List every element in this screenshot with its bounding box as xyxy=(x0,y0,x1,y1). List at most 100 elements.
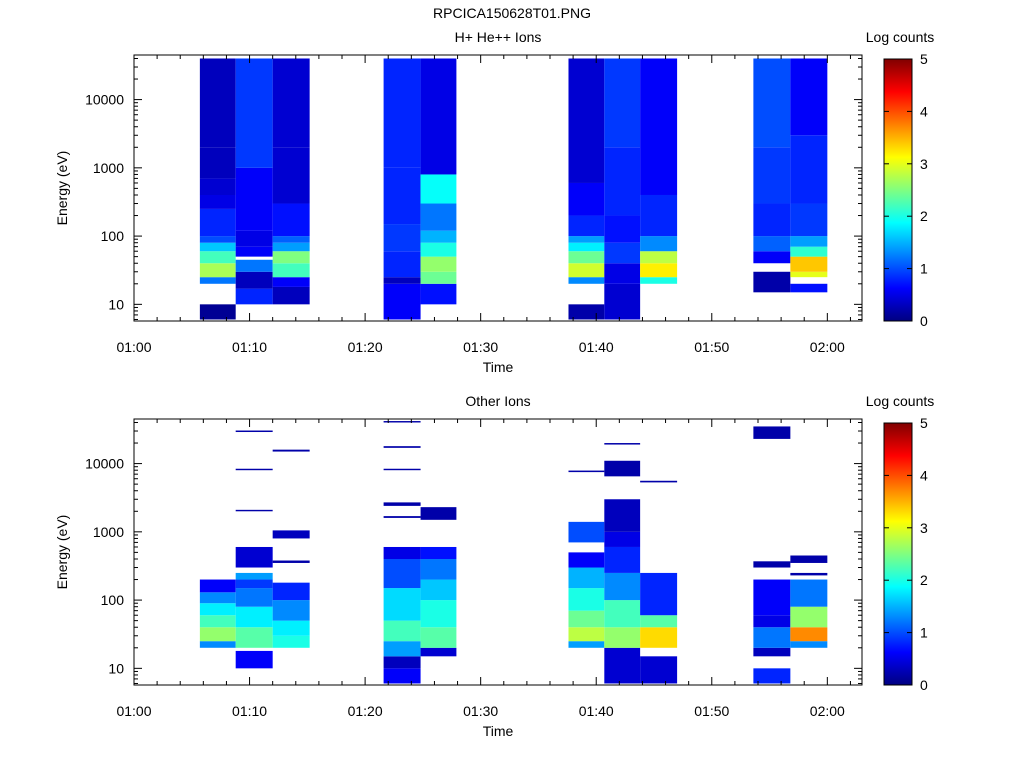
panel-title: H+ He++ Ions xyxy=(455,29,542,45)
heatmap-cell xyxy=(790,58,828,136)
heatmap-cell xyxy=(420,546,457,559)
heatmap-cell xyxy=(420,230,457,243)
y-tick-label: 100 xyxy=(101,228,125,244)
colorbar-label: Log counts xyxy=(866,29,935,45)
heatmap-cell xyxy=(568,215,605,237)
heatmap-cell xyxy=(235,58,273,168)
heatmap-cell xyxy=(568,470,605,473)
heatmap-cell xyxy=(383,224,421,252)
colorbar-label: Log counts xyxy=(866,393,935,409)
heatmap-cell xyxy=(568,304,605,320)
time-column xyxy=(272,449,310,648)
heatmap-cell xyxy=(199,147,236,179)
heatmap-cell xyxy=(199,641,236,648)
heatmap-cell xyxy=(199,615,236,628)
time-column xyxy=(383,421,421,684)
heatmap-cell xyxy=(604,499,641,532)
heatmap-cell xyxy=(790,283,828,293)
panel-2: 01:00 01:10 01:20 01:30 01:40 01:50 02:0010100… xyxy=(54,393,934,739)
heatmap-cell xyxy=(568,277,605,284)
heatmap-cell xyxy=(568,552,605,568)
time-column xyxy=(604,443,641,684)
heatmap-cell xyxy=(235,167,273,231)
colorbar xyxy=(883,58,913,322)
time-column xyxy=(199,58,236,320)
heatmap-cell xyxy=(199,251,236,264)
heatmap-cell xyxy=(420,256,457,272)
x-axis-label: Time xyxy=(483,723,514,739)
colorbar-tick-label: 5 xyxy=(920,51,928,67)
heatmap-cell xyxy=(640,480,678,483)
heatmap-cell xyxy=(199,194,236,209)
heatmap-cell xyxy=(640,58,678,195)
heatmap-cell xyxy=(568,521,605,543)
time-column xyxy=(420,58,457,305)
heatmap-cell xyxy=(753,236,791,252)
heatmap-cell xyxy=(640,572,678,616)
colorbar-tick-label: 3 xyxy=(920,156,928,172)
time-column xyxy=(640,480,678,684)
y-axis-label: Energy (eV) xyxy=(54,151,70,226)
heatmap-cell xyxy=(420,647,457,657)
heatmap-cell xyxy=(568,242,605,252)
y-tick-label: 1000 xyxy=(93,160,124,176)
heatmap-cell xyxy=(235,650,273,669)
heatmap-cell xyxy=(383,620,421,642)
heatmap-cell xyxy=(235,606,273,628)
heatmap-cell xyxy=(199,208,236,237)
heatmap-cell xyxy=(272,263,310,278)
heatmap-cell xyxy=(640,236,678,252)
heatmap-cell xyxy=(753,203,791,237)
heatmap-cell xyxy=(790,555,828,563)
heatmap-cell xyxy=(790,641,828,648)
heatmap-cell xyxy=(640,194,678,237)
heatmap-cell xyxy=(383,421,421,423)
heatmap-cell xyxy=(199,242,236,252)
heatmap-cell xyxy=(604,546,641,573)
heatmap-cell xyxy=(235,627,273,648)
heatmap-cell xyxy=(272,277,310,287)
heatmap-cell xyxy=(235,579,273,589)
heatmap-cell xyxy=(753,627,791,648)
heatmap-cell xyxy=(272,58,310,148)
heatmap-cell xyxy=(753,271,791,293)
time-column xyxy=(604,58,641,320)
time-column xyxy=(568,470,605,648)
heatmap-cell xyxy=(383,446,421,448)
heatmap-cell xyxy=(753,561,791,568)
heatmap-cell xyxy=(604,572,641,601)
heatmap-cell xyxy=(235,572,273,580)
heatmap-cell xyxy=(790,606,828,628)
heatmap-cell xyxy=(383,502,421,506)
heatmap-cell xyxy=(604,283,641,320)
colorbar-tick-label: 0 xyxy=(920,677,928,693)
heatmap-cell xyxy=(640,615,678,628)
heatmap-cell xyxy=(568,251,605,264)
x-tick-label: 01:20 xyxy=(348,339,383,355)
time-column xyxy=(199,579,236,648)
heatmap-cell xyxy=(199,304,236,320)
heatmap-cell xyxy=(568,567,605,589)
x-tick-label: 01:10 xyxy=(232,339,267,355)
heatmap-cell xyxy=(790,135,828,204)
heatmap-cell xyxy=(604,531,641,547)
colorbar-tick-label: 5 xyxy=(920,415,928,431)
page-title: RPCICA150628T01.PNG xyxy=(433,5,591,21)
heatmap-cell xyxy=(383,167,421,225)
heatmap-cell xyxy=(790,627,828,642)
heatmap-cell xyxy=(383,283,421,320)
heatmap-cell xyxy=(383,516,421,518)
heatmap-cell xyxy=(604,58,641,148)
heatmap-cell xyxy=(272,620,310,636)
heatmap-cell xyxy=(235,546,273,568)
heatmap-cell xyxy=(753,668,791,684)
heatmap-cell xyxy=(383,641,421,657)
heatmap-cell xyxy=(420,58,457,175)
colorbar xyxy=(883,422,913,686)
heatmap-cell xyxy=(753,58,791,148)
heatmap-cell xyxy=(604,627,641,648)
time-column xyxy=(753,58,791,293)
x-tick-label: 01:30 xyxy=(463,703,498,719)
heatmap-cell xyxy=(568,236,605,243)
